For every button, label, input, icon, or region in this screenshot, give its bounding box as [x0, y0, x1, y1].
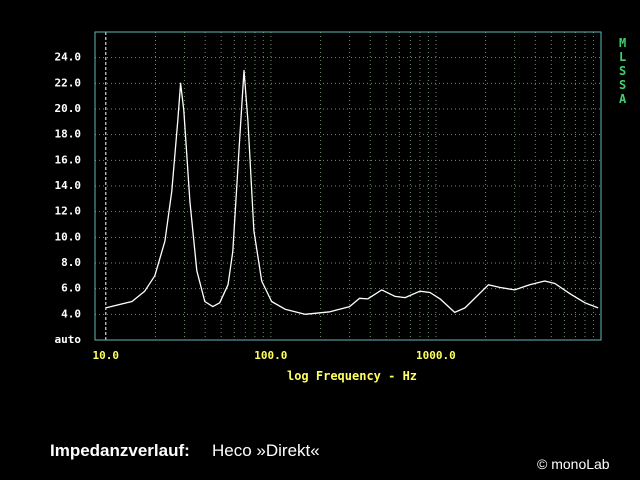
- y-tick-label: auto: [55, 333, 82, 346]
- y-tick-label: 4.0: [61, 307, 81, 320]
- x-tick-label: 100.0: [254, 349, 287, 362]
- y-tick-label: 20.0: [55, 102, 82, 115]
- footer-text: Heco »Direkt«: [212, 441, 320, 460]
- y-tick-label: 14.0: [55, 179, 82, 192]
- x-tick-label: 1000.0: [416, 349, 456, 362]
- plot-frame: [94, 31, 602, 341]
- y-tick-label: 12.0: [55, 205, 82, 218]
- y-tick-label: 16.0: [55, 153, 82, 166]
- impedance-line: [105, 69, 599, 315]
- footer-label: Impedanzverlauf:: [50, 441, 190, 460]
- x-axis-label: log Frequency - Hz: [287, 369, 417, 383]
- y-tick-label: 10.0: [55, 230, 82, 243]
- watermark: © monoLab: [537, 456, 610, 472]
- y-tick-label: 8.0: [61, 256, 81, 269]
- y-tick-label: 18.0: [55, 128, 82, 141]
- badge: MLSSA: [619, 36, 627, 106]
- y-tick-label: 22.0: [55, 76, 82, 89]
- y-tick-label: 6.0: [61, 282, 81, 295]
- y-tick-label: 24.0: [55, 51, 82, 64]
- x-tick-label: 10.0: [93, 349, 120, 362]
